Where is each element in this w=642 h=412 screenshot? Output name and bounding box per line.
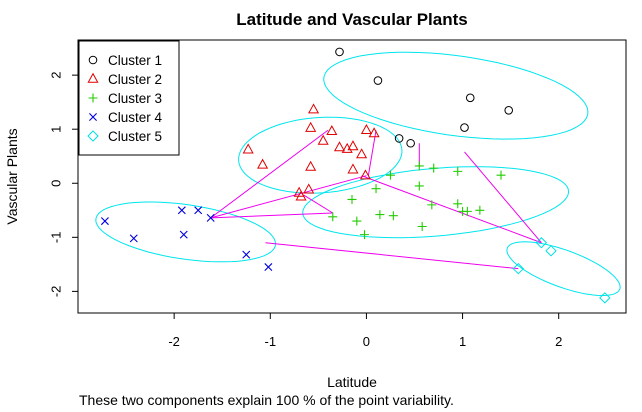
cluster-ellipse-3 [302, 166, 570, 239]
legend-marker-4 [89, 113, 97, 121]
x-tick-label: -2 [168, 334, 180, 349]
legend-marker-3 [88, 93, 98, 103]
cluster-5-point [599, 292, 611, 304]
cluster-2-point [347, 163, 359, 174]
cluster-ellipse-4 [95, 201, 277, 263]
cluster-3-point [453, 166, 463, 176]
cluster-link-1 [210, 129, 329, 219]
cluster-3-point [328, 212, 338, 222]
cluster-ellipse-1 [323, 51, 589, 140]
cluster-4-point [177, 206, 186, 215]
cluster-2-point [356, 148, 368, 159]
cluster-1-point [504, 105, 514, 115]
y-tick-label: -1 [49, 232, 64, 244]
cluster-2-point [317, 134, 329, 145]
cluster-3-point [359, 230, 369, 240]
cluster-1-point [465, 93, 475, 103]
y-tick-label: 0 [49, 180, 64, 187]
cluster-2-point [359, 169, 372, 180]
cluster-2-point [307, 103, 320, 114]
y-axis-label: Vascular Plants [4, 128, 20, 224]
cluster-3-point [352, 216, 362, 226]
cluster-2-point [305, 121, 317, 132]
cluster-4-point [194, 206, 203, 215]
data-points [100, 47, 611, 304]
y-tick-label: 1 [49, 126, 64, 133]
cluster-4-point [100, 217, 109, 226]
cluster-ellipse-5 [506, 241, 621, 296]
cluster-3-point [475, 205, 485, 215]
cluster-4-point [206, 213, 215, 222]
connection-lines [210, 129, 542, 270]
cluster-5-point [535, 237, 548, 249]
cluster-link-8 [367, 130, 377, 176]
cluster-2-point [305, 160, 317, 171]
cluster-2-point [360, 123, 372, 134]
legend-marker-5 [87, 130, 99, 142]
cluster-link-5 [361, 175, 542, 244]
y-tick-label: 2 [49, 72, 64, 79]
cluster-5-point [545, 245, 557, 257]
cluster-4-point [264, 263, 273, 272]
y-tick-label: -2 [49, 286, 64, 298]
cluster-link-9 [303, 194, 334, 214]
legend-label-5: Cluster 5 [108, 129, 162, 144]
cluster-2-point [326, 125, 338, 136]
cluster-3-point [417, 222, 427, 232]
cluster-3-point [429, 163, 439, 173]
cluster-1-point [373, 76, 383, 85]
cluster-link-3 [210, 212, 333, 219]
cluster-4-point [242, 250, 251, 259]
x-tick-label: 1 [459, 334, 466, 349]
cluster-2-point [368, 127, 380, 138]
cluster-3-point [385, 170, 395, 180]
cluster-3-point [388, 211, 398, 221]
x-axis-label: Latitude [327, 374, 377, 390]
cluster-2-point [242, 143, 254, 154]
cluster-3-point [496, 170, 506, 180]
cluster-1-point [335, 47, 344, 57]
legend-label-4: Cluster 4 [108, 110, 163, 125]
x-tick-label: 2 [555, 334, 562, 349]
cluster-2-point [333, 141, 346, 152]
cluster-link-7 [464, 151, 542, 244]
cluster-3-point [414, 181, 424, 191]
legend-marker-1 [88, 55, 98, 65]
axes: -2 -1 0 1 2 -2 -1 0 1 2 [49, 72, 563, 349]
cluster-1-point [460, 123, 469, 132]
cluster-link-2 [210, 175, 367, 219]
cluster-2-point [347, 140, 359, 151]
chart-subtitle: These two components explain 100 % of th… [79, 392, 454, 408]
cluster-3-point [414, 161, 424, 171]
cluster-4-point [129, 234, 138, 243]
cluster-2-point [295, 190, 307, 201]
x-tick-label: -1 [264, 334, 276, 349]
legend-marker-2 [87, 72, 99, 83]
chart-title: Latitude and Vascular Plants [236, 10, 467, 29]
plot-area [77, 39, 627, 314]
cluster-3-point [453, 199, 463, 209]
legend-label-3: Cluster 3 [108, 91, 162, 106]
cluster-2-point [303, 183, 315, 194]
legend-label-2: Cluster 2 [108, 72, 162, 87]
cluster-link-4 [265, 242, 519, 270]
cluster-3-point [427, 200, 437, 210]
cluster-1-point [394, 134, 404, 143]
cluster-5-point [512, 262, 525, 275]
cluster-3-point [347, 194, 357, 204]
cluster-3-point [375, 210, 385, 220]
cluster-2-point [257, 158, 269, 169]
legend: Cluster 1 Cluster 2 Cluster 3 Cluster 4 Clus… [78, 40, 180, 156]
cluster-4-point [179, 230, 188, 239]
cluster-3-point [371, 184, 381, 194]
cluster-1-point [406, 138, 415, 148]
x-tick-label: 0 [363, 334, 370, 349]
cluster-3-point [462, 206, 472, 216]
legend-label-1: Cluster 1 [108, 53, 162, 68]
